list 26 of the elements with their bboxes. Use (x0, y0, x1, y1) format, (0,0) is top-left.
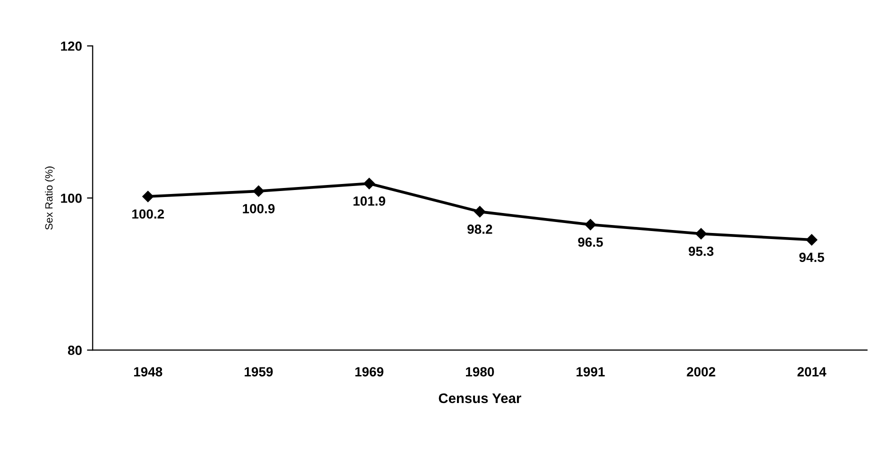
point (806, 234, 818, 246)
x-tick-label: 2002 (686, 367, 716, 376)
x-tick-label: 2014 (797, 367, 826, 376)
y-tick-label: 100 (61, 194, 82, 203)
y-tick-label: 80 (68, 346, 82, 356)
data-label: 95.3 (688, 246, 714, 256)
point (584, 219, 596, 230)
y-axis-title: Sex Ratio (%) (44, 166, 55, 230)
x-tick-label: 1991 (576, 367, 605, 376)
data-label: 96.5 (578, 237, 603, 247)
point (364, 178, 375, 190)
data-label: 94.5 (799, 252, 824, 262)
point (695, 228, 707, 240)
x-tick-label: 1969 (355, 367, 384, 376)
point (142, 190, 154, 202)
x-axis-title: Census Year (438, 393, 522, 404)
point (252, 186, 264, 197)
data-label: 101.9 (354, 196, 386, 206)
y-tick-label: 120 (61, 41, 82, 51)
x-tick-label: 1959 (244, 367, 273, 376)
point (474, 206, 486, 218)
x-tick-label: 1980 (466, 367, 494, 376)
data-label: 100.9 (242, 204, 275, 214)
data-label: 98.2 (467, 224, 492, 234)
data-label: 100.2 (132, 209, 164, 219)
x-tick-label: 1948 (134, 367, 162, 376)
